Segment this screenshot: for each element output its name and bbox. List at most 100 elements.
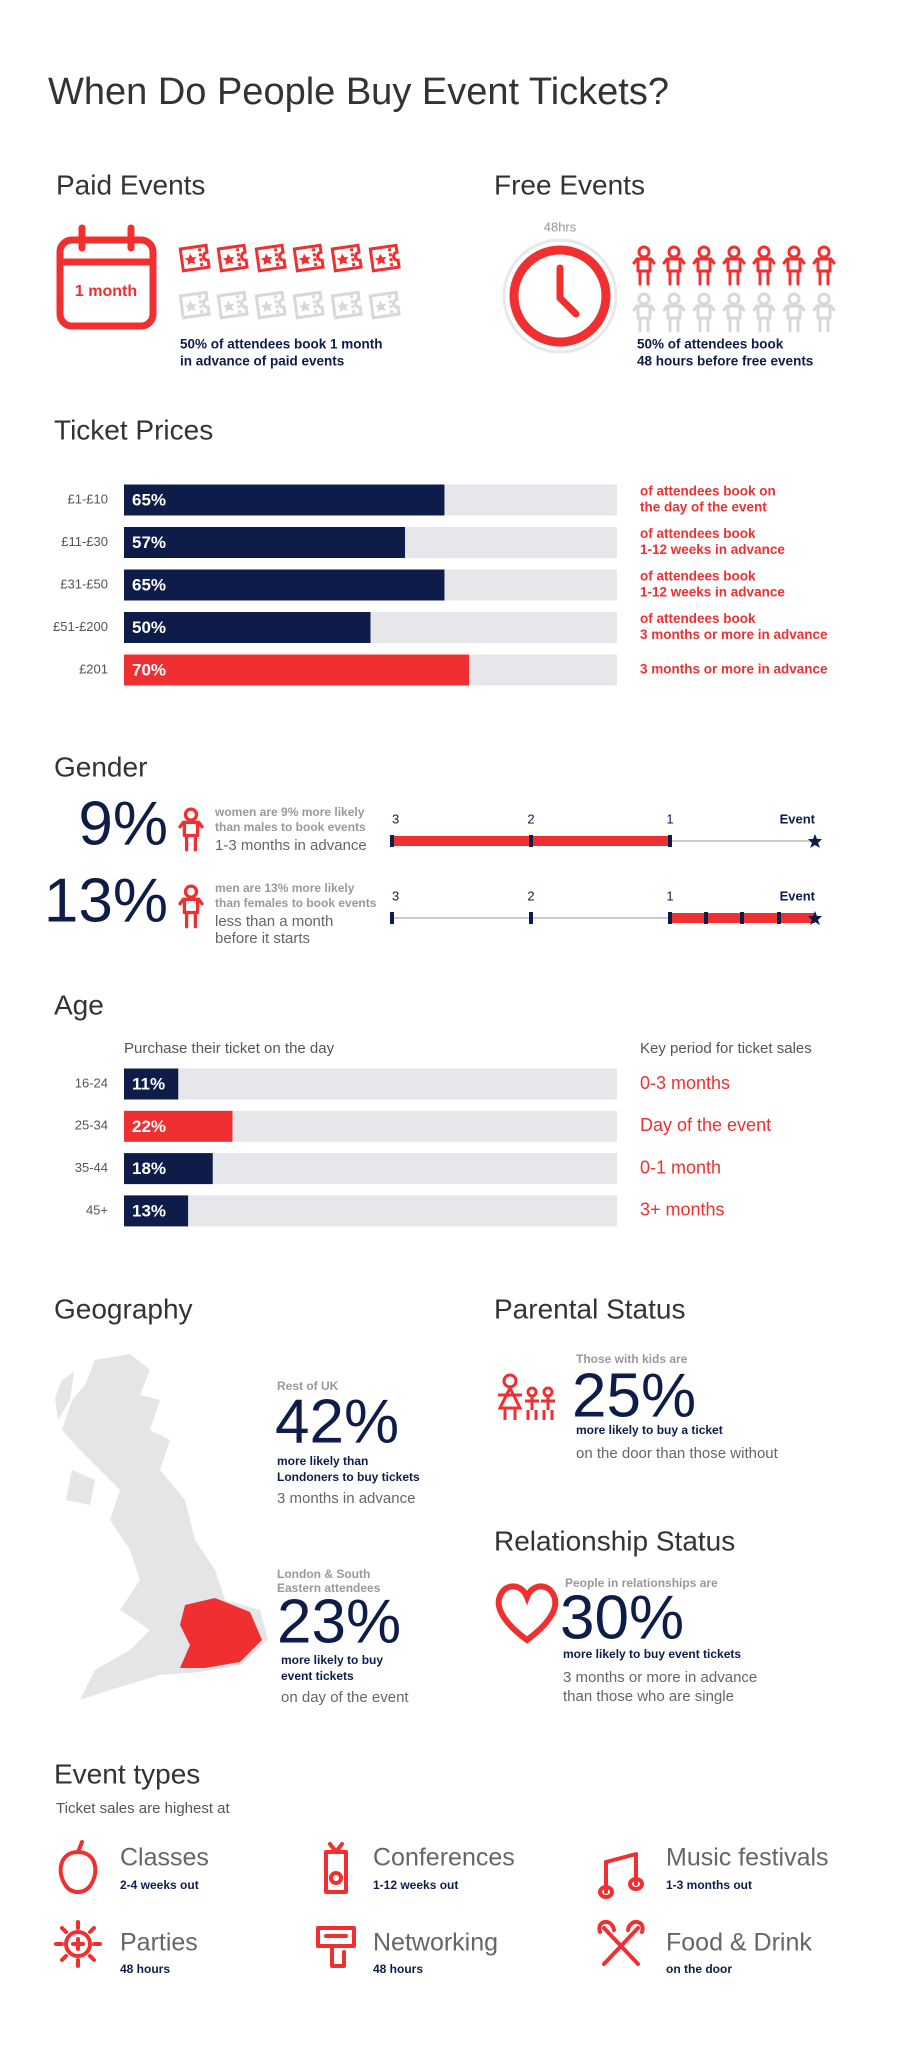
page-title: When Do People Buy Event Tickets? bbox=[48, 71, 669, 113]
timeline-tick bbox=[668, 835, 672, 847]
ticket-shape bbox=[292, 290, 325, 320]
person-head bbox=[787, 245, 801, 259]
category-label: £1-£10 bbox=[68, 491, 108, 506]
value-label: 65% bbox=[132, 575, 166, 594]
gender-note: than males to book events bbox=[215, 820, 366, 834]
gender-icon bbox=[178, 884, 204, 929]
value-label: 50% bbox=[132, 618, 166, 637]
bar bbox=[124, 654, 470, 686]
person-body bbox=[662, 257, 686, 286]
bar bbox=[124, 484, 445, 516]
ticket-line bbox=[273, 295, 280, 314]
ticket-star bbox=[222, 300, 235, 313]
bar bbox=[124, 1153, 213, 1185]
bar bbox=[124, 612, 371, 643]
gender-icon bbox=[178, 807, 204, 852]
section-heading: Free Events bbox=[494, 169, 645, 200]
person-body bbox=[722, 257, 746, 286]
person-head bbox=[667, 245, 681, 259]
event-when: 48 hours bbox=[120, 1962, 170, 1976]
person-body bbox=[812, 257, 836, 286]
event-icon bbox=[54, 1920, 102, 1968]
category-label: 25-34 bbox=[75, 1118, 108, 1133]
geo-stat: 42% bbox=[275, 1387, 399, 1456]
bar-note: Day of the event bbox=[640, 1115, 771, 1135]
ticket-icon bbox=[178, 290, 211, 320]
person-icon bbox=[782, 245, 806, 286]
section-heading: Paid Events bbox=[56, 169, 205, 200]
event-name: Food & Drink bbox=[666, 1929, 812, 1957]
bar bbox=[124, 1195, 189, 1227]
geo-text: more likely than bbox=[277, 1454, 368, 1468]
ticket-icon bbox=[216, 243, 249, 273]
ticket-line bbox=[235, 248, 242, 267]
clock-icon bbox=[502, 238, 618, 354]
gender-detail: 1-3 months in advance bbox=[215, 837, 367, 854]
timeline-label: 3 bbox=[392, 888, 399, 903]
ticket-shape bbox=[368, 243, 401, 273]
person-icon bbox=[752, 245, 776, 286]
event-when: 1-3 months out bbox=[666, 1878, 752, 1892]
timeline-tick bbox=[529, 835, 533, 847]
ticket-line bbox=[349, 295, 356, 314]
event-when: 48 hours bbox=[373, 1962, 423, 1976]
ticket-icon bbox=[330, 243, 363, 273]
person-body bbox=[782, 257, 806, 286]
person-head bbox=[697, 292, 711, 306]
status-label: People in relationships are bbox=[565, 1576, 718, 1590]
caption: 50% of attendees book 1 month bbox=[180, 337, 383, 352]
timeline-tick bbox=[740, 912, 744, 924]
ticket-line bbox=[197, 295, 204, 314]
timeline-label: 1 bbox=[666, 888, 673, 903]
section-heading: Age bbox=[54, 989, 104, 1020]
ticket-star bbox=[260, 253, 273, 266]
event-name: Conferences bbox=[373, 1844, 515, 1872]
event-name: Music festivals bbox=[666, 1844, 829, 1872]
person-body bbox=[178, 897, 204, 929]
caption: in advance of paid events bbox=[180, 354, 344, 369]
person-icon bbox=[812, 245, 836, 286]
ticket-shape bbox=[330, 290, 363, 320]
geo-detail: 3 months in advance bbox=[277, 1490, 415, 1507]
gender-stat: 9% bbox=[78, 789, 168, 858]
geo-text: more likely to buy bbox=[281, 1653, 383, 1667]
person-icon bbox=[692, 292, 716, 333]
notes-title: Key period for ticket sales bbox=[640, 1040, 812, 1057]
person-body bbox=[662, 304, 686, 333]
bar-note: 3+ months bbox=[640, 1200, 725, 1220]
category-label: £11-£30 bbox=[61, 534, 108, 549]
category-label: 35-44 bbox=[75, 1160, 108, 1175]
ticket-line bbox=[311, 295, 318, 314]
timeline-label: 2 bbox=[527, 888, 534, 903]
person-icon bbox=[662, 245, 686, 286]
ticket-star bbox=[222, 253, 235, 266]
value-label: 57% bbox=[132, 533, 166, 552]
ticket-icon bbox=[254, 243, 287, 273]
event-when: on the door bbox=[666, 1962, 732, 1976]
person-head bbox=[697, 245, 711, 259]
timeline-label: Event bbox=[780, 811, 816, 826]
gender-detail: less than a month bbox=[215, 913, 333, 930]
bar-track bbox=[124, 1195, 617, 1227]
section-heading: Parental Status bbox=[494, 1293, 685, 1324]
status-text: more likely to buy event tickets bbox=[563, 1647, 741, 1661]
status-stat: 25% bbox=[572, 1361, 696, 1430]
person-head bbox=[787, 292, 801, 306]
category-label: £31-£50 bbox=[60, 576, 108, 591]
timeline-tick bbox=[777, 912, 781, 924]
event-icon bbox=[598, 1852, 644, 1899]
bar-note: 3 months or more in advance bbox=[640, 662, 828, 677]
bar bbox=[124, 527, 406, 558]
person-head bbox=[727, 245, 741, 259]
timeline-star bbox=[808, 834, 822, 848]
status-stat: 30% bbox=[560, 1583, 684, 1652]
ticket-star bbox=[298, 253, 311, 266]
person-head bbox=[727, 292, 741, 306]
ticket-shape bbox=[330, 243, 363, 273]
ticket-shape bbox=[254, 290, 287, 320]
person-body bbox=[178, 820, 204, 852]
status-label: Those with kids are bbox=[576, 1352, 688, 1366]
value-label: 65% bbox=[132, 490, 166, 509]
status-detail: 3 months or more in advance bbox=[563, 1669, 757, 1686]
bar-note: the day of the event bbox=[640, 500, 767, 515]
